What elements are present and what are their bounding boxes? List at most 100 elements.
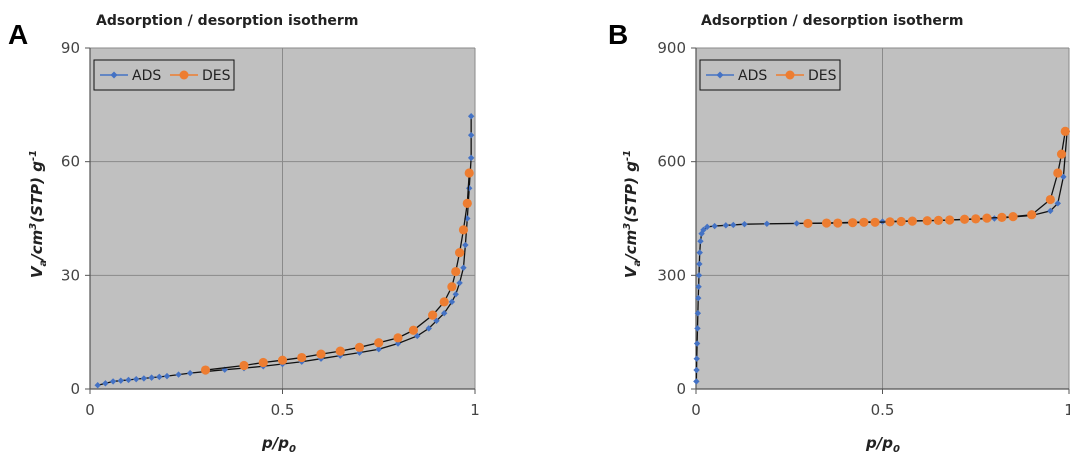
des-point-b xyxy=(833,218,843,228)
des-point-a xyxy=(439,297,449,307)
ads-point-b xyxy=(695,283,702,290)
ads-point-b xyxy=(697,238,704,245)
des-point-a xyxy=(451,266,461,277)
panel-letter-b: B xyxy=(608,19,628,50)
tick-labels-b: 0 0.5 1 0 300 600 900 xyxy=(657,39,1070,419)
des-point-b xyxy=(803,218,813,229)
ads-point-a xyxy=(425,325,432,332)
ads-point-b xyxy=(694,325,701,332)
ads-point-b xyxy=(730,221,737,229)
des-point-a xyxy=(408,325,418,335)
ads-point-a xyxy=(221,366,228,373)
x-tick-label-a: 1 xyxy=(470,401,480,419)
des-point-b xyxy=(885,217,895,227)
ads-point-a xyxy=(163,372,171,380)
ads-point-b xyxy=(693,340,701,347)
y-tick-label-a: 0 xyxy=(70,380,80,398)
x-axis-label-b: p/p0 xyxy=(865,434,900,455)
ads-point-a xyxy=(117,377,124,384)
y-tick-label-b: 600 xyxy=(657,153,686,171)
legend-label-des-a: DES xyxy=(202,68,231,84)
ads-point-b xyxy=(696,249,703,256)
panel-letter-a: A xyxy=(8,19,28,50)
ads-point-b xyxy=(741,220,748,228)
des-point-a xyxy=(447,282,457,292)
des-point-b xyxy=(997,212,1007,222)
des-point-b xyxy=(907,216,917,226)
ads-point-b xyxy=(695,294,702,302)
des-point-b xyxy=(1008,212,1018,222)
ads-point-a xyxy=(433,317,440,324)
x-tick-label-a: 0 xyxy=(85,401,95,419)
ads-point-b xyxy=(1054,200,1062,207)
ads-point-a xyxy=(375,346,382,353)
des-point-a xyxy=(393,333,403,343)
ads-point-a xyxy=(462,241,469,249)
des-point-a xyxy=(335,346,345,356)
ads-point-a xyxy=(452,291,459,298)
legend-swatch-marker-des-a xyxy=(179,70,189,80)
ads-point-b xyxy=(695,272,703,279)
legend-label-ads-a: ADS xyxy=(132,68,161,84)
x-tick-label-b: 0 xyxy=(691,401,701,419)
ads-point-a xyxy=(94,382,101,389)
ads-point-b xyxy=(1047,207,1054,215)
des-point-a xyxy=(200,365,211,375)
ads-point-a xyxy=(448,298,456,306)
des-point-b xyxy=(1056,149,1067,159)
des-point-b xyxy=(959,214,970,224)
ads-point-a xyxy=(456,279,463,287)
ads-point-b xyxy=(763,220,771,228)
des-point-b xyxy=(945,215,955,225)
legend-swatch-marker-des-b xyxy=(785,70,795,80)
des-point-b xyxy=(971,214,981,224)
ads-point-b xyxy=(1060,173,1067,181)
panel-b: B Adsorption / desorption isotherm 0 0.5 1… xyxy=(608,13,1070,455)
des-point-a xyxy=(277,355,288,365)
des-point-b xyxy=(1060,126,1070,136)
ads-point-a xyxy=(467,131,475,139)
legend-swatch-marker-ads-b xyxy=(716,71,724,79)
ads-point-b xyxy=(693,378,700,385)
chart-title-b: Adsorption / desorption isotherm xyxy=(701,13,963,29)
panel-a: A Adsorption / desorption isotherm 0 0.5 1… xyxy=(8,13,480,455)
tick-labels-a: 0 0.5 1 0 30 60 90 xyxy=(61,39,480,419)
grid-a xyxy=(90,47,476,389)
des-point-a xyxy=(316,349,326,359)
y-tick-label-b: 300 xyxy=(657,266,686,284)
ads-point-b xyxy=(696,260,703,268)
ads-point-a xyxy=(175,371,182,378)
series-a xyxy=(94,113,475,389)
des-point-b xyxy=(933,215,944,225)
des-point-a xyxy=(297,352,307,363)
ads-point-a xyxy=(125,376,132,384)
legend-label-des-b: DES xyxy=(808,68,837,84)
des-point-a xyxy=(464,168,474,178)
des-point-b xyxy=(821,218,832,228)
ads-point-b xyxy=(693,366,700,374)
x-tick-label-a: 0.5 xyxy=(271,401,295,419)
des-point-b xyxy=(1053,168,1063,178)
des-point-b xyxy=(859,217,869,227)
ads-point-a xyxy=(102,380,109,387)
legend-b: ADS DES xyxy=(699,59,841,91)
legend-label-ads-b: ADS xyxy=(738,68,767,84)
ads-point-b xyxy=(711,222,718,230)
y-tick-label-a: 90 xyxy=(61,39,80,57)
ads-point-a xyxy=(414,332,421,340)
ads-point-a xyxy=(156,373,163,381)
x-tick-label-b: 0.5 xyxy=(871,401,895,419)
ads-point-a xyxy=(467,113,475,120)
ads-point-b xyxy=(698,230,705,237)
ads-point-a xyxy=(133,375,140,383)
ads-point-a xyxy=(140,375,148,382)
des-point-b xyxy=(896,216,906,227)
y-tick-label-b: 0 xyxy=(676,380,686,398)
des-point-b xyxy=(1027,210,1037,220)
des-point-a xyxy=(428,310,438,320)
ads-point-a xyxy=(467,154,475,162)
des-point-b xyxy=(870,217,880,227)
des-point-a xyxy=(374,338,384,348)
des-point-a xyxy=(354,342,365,352)
